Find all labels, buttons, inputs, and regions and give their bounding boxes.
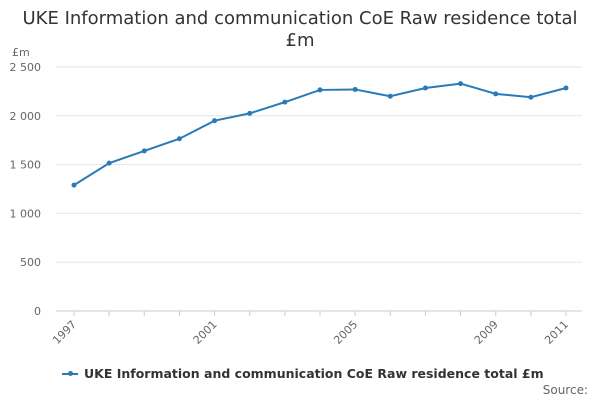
data-point[interactable] — [212, 118, 218, 124]
y-tick-label: 1 500 — [10, 159, 42, 172]
data-point[interactable] — [317, 87, 323, 93]
data-point[interactable] — [282, 99, 288, 105]
data-point[interactable] — [247, 110, 253, 116]
legend[interactable]: UKE Information and communication CoE Ra… — [62, 366, 544, 381]
y-tick-label: 1 000 — [10, 207, 42, 220]
y-tick-label: 0 — [34, 305, 41, 318]
y-tick-label: 2 000 — [10, 110, 42, 123]
data-point[interactable] — [352, 86, 358, 92]
data-point[interactable] — [422, 85, 428, 91]
legend-line-icon — [62, 370, 78, 376]
data-point[interactable] — [493, 91, 499, 97]
series-line — [73, 82, 567, 186]
data-point[interactable] — [176, 136, 182, 142]
x-tick-label: 2011 — [542, 318, 571, 347]
y-tick-label: 2 500 — [10, 61, 42, 74]
x-tick-label: 2009 — [472, 318, 501, 347]
legend-label: UKE Information and communication CoE Ra… — [84, 366, 544, 381]
x-tick-label: 2001 — [191, 318, 220, 347]
y-tick-label: 500 — [20, 256, 41, 269]
data-point[interactable] — [563, 85, 569, 91]
data-point[interactable] — [71, 182, 77, 188]
legend-marker-icon — [68, 370, 73, 376]
y-axis-unit-label: £m — [12, 46, 30, 59]
x-tick-label: 2005 — [331, 318, 360, 347]
data-point[interactable] — [458, 81, 464, 87]
x-tick-label: 1997 — [50, 318, 79, 347]
data-point[interactable] — [141, 148, 147, 154]
data-point[interactable] — [387, 93, 393, 99]
source-label: Source: — [542, 383, 588, 397]
chart-title: UKE Information and communication CoE Ra… — [22, 8, 578, 51]
data-point[interactable] — [106, 160, 112, 166]
data-point[interactable] — [528, 94, 534, 100]
